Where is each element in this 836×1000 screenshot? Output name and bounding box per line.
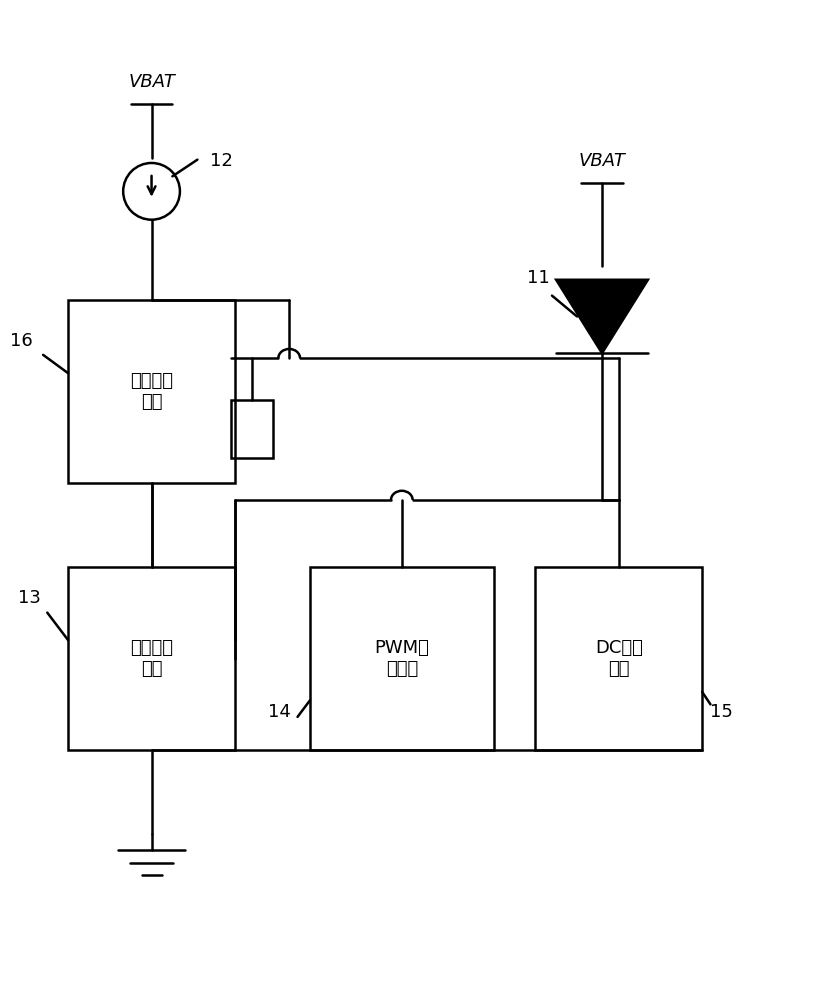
Bar (309, 567, 493, 750)
Text: 动态调节
模块: 动态调节 模块 (130, 372, 173, 411)
Text: 13: 13 (18, 589, 41, 607)
Text: 基准电流
模块: 基准电流 模块 (130, 639, 173, 678)
Text: VBAT: VBAT (578, 152, 624, 170)
Bar (535, 567, 701, 750)
Text: 15: 15 (710, 703, 732, 721)
Bar (231, 400, 273, 458)
Text: VBAT: VBAT (128, 73, 175, 91)
Text: PWM控
制模块: PWM控 制模块 (374, 639, 429, 678)
Text: 16: 16 (10, 332, 33, 350)
Text: 12: 12 (210, 152, 232, 170)
Text: 14: 14 (268, 703, 291, 721)
Text: DC控制
模块: DC控制 模块 (594, 639, 642, 678)
Polygon shape (555, 280, 647, 353)
Bar (68, 300, 235, 483)
Text: 11: 11 (527, 269, 549, 287)
Bar (68, 567, 235, 750)
